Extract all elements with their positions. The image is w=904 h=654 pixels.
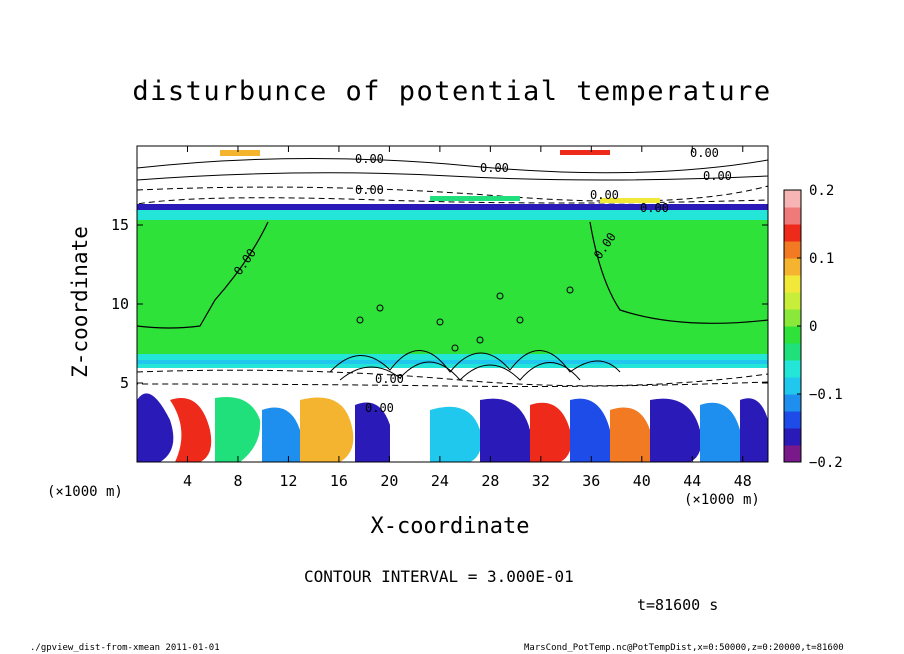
x-axis-label: X-coordinate	[370, 514, 530, 539]
upper-layer-anomalies	[137, 146, 768, 210]
contour-labels: 0.000.000.000.000.00 0.000.000.000.000.00…	[231, 146, 732, 415]
colorbar-tick-label: 0.1	[809, 251, 834, 267]
time-label: t=81600 s	[637, 596, 719, 614]
x-unit-label-left: (×1000 m)	[47, 484, 123, 500]
colorbar-tick-label: 0.2	[809, 183, 834, 199]
contour-label: 0.00	[703, 169, 732, 183]
colorbar-swatch	[784, 394, 801, 412]
colorbar-swatch	[784, 207, 801, 225]
convective-plumes	[329, 286, 621, 381]
colorbar-swatch	[784, 445, 801, 463]
colorbar-tick-label: 0	[809, 319, 817, 335]
x-tick-label: 12	[279, 472, 297, 490]
y-ticks: 5 10 15	[111, 216, 768, 392]
contour-label: 0.00	[355, 183, 384, 197]
colorbar-swatch	[784, 343, 801, 361]
colorbar-swatch	[784, 428, 801, 446]
colorbar-swatch	[784, 224, 801, 242]
x-tick-label: 40	[633, 472, 651, 490]
x-tick-label: 16	[330, 472, 348, 490]
x-tick-label: 8	[233, 472, 242, 490]
x-unit-label-right: (×1000 m)	[684, 492, 760, 508]
colorbar: 0.2 0.1 0 −0.1 −0.2	[783, 183, 843, 471]
colorbar-swatch	[784, 377, 801, 395]
colorbar-swatch	[784, 258, 801, 276]
x-tick-label: 44	[683, 472, 701, 490]
lower-convective-region	[137, 368, 768, 462]
contour-label: 0.00	[480, 161, 509, 175]
colorbar-tick-label: −0.2	[809, 455, 843, 471]
chart-title: disturbunce of potential temperature	[132, 76, 772, 107]
contour-label: 0.00	[375, 372, 404, 386]
footer-left: ./gpview_dist-from-xmean 2011-01-01	[30, 643, 220, 653]
zero-contour	[137, 221, 768, 329]
contour-interval-note: CONTOUR INTERVAL = 3.000E-01	[304, 567, 574, 586]
x-tick-label: 24	[431, 472, 449, 490]
x-tick-label: 28	[481, 472, 499, 490]
x-tick-label: 20	[380, 472, 398, 490]
colorbar-swatch	[784, 360, 801, 378]
footer-right: MarsCond_PotTemp.nc@PotTempDist,x=0:5000…	[524, 643, 844, 653]
colorbar-swatch	[784, 190, 801, 208]
x-tick-label: 48	[734, 472, 752, 490]
colorbar-swatch	[784, 326, 801, 344]
colorbar-swatch	[784, 275, 801, 293]
colorbar-swatch	[784, 241, 801, 259]
contour-label: 0.00	[355, 152, 384, 166]
colorbar-swatch	[784, 292, 801, 310]
heatmap-field	[137, 146, 768, 462]
y-tick-label: 5	[120, 374, 129, 392]
y-tick-label: 10	[111, 295, 129, 313]
x-tick-label: 36	[582, 472, 600, 490]
colorbar-tick-label: −0.1	[809, 387, 843, 403]
x-tick-label: 4	[183, 472, 192, 490]
contour-label: 0.00	[640, 201, 669, 215]
x-ticks: 4 8 12 16 20 24 28 32 36 40 44 48	[183, 146, 752, 490]
contour-label: 0.00	[690, 146, 719, 160]
y-tick-label: 15	[111, 216, 129, 234]
x-tick-label: 32	[532, 472, 550, 490]
contour-label: 0.00	[590, 188, 619, 202]
colorbar-swatch	[784, 309, 801, 327]
colorbar-swatch	[784, 411, 801, 429]
contour-label: 0.00	[365, 401, 394, 415]
